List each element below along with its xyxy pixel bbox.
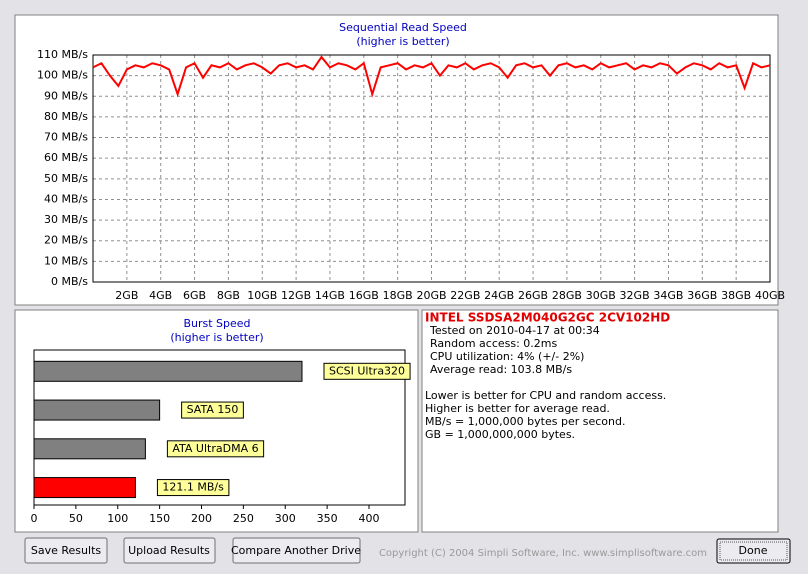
y-tick-label: 100 MB/s: [37, 69, 88, 82]
x-tick-label: 10GB: [247, 289, 277, 302]
x-tick-label: 30GB: [586, 289, 616, 302]
info-line: Average read: 103.8 MB/s: [430, 363, 572, 376]
info-panel: [421, 309, 779, 533]
x-tick-label: 38GB: [721, 289, 751, 302]
x-tick-label: 350: [317, 512, 338, 525]
x-tick-label: 6GB: [183, 289, 206, 302]
x-tick-label: 150: [149, 512, 170, 525]
x-tick-label: 28GB: [552, 289, 582, 302]
upload-button[interactable]: Upload Results: [123, 537, 216, 564]
note-line: Lower is better for CPU and random acces…: [425, 389, 666, 402]
x-tick-label: 20GB: [416, 289, 446, 302]
done-button[interactable]: Done: [716, 538, 791, 564]
y-tick-label: 80 MB/s: [44, 110, 88, 123]
x-tick-label: 400: [358, 512, 379, 525]
chart-title: Sequential Read Speed: [339, 21, 467, 34]
bar: [33, 399, 161, 421]
button-label: Upload Results: [128, 544, 210, 557]
y-tick-label: 20 MB/s: [44, 234, 88, 247]
x-tick-label: 50: [69, 512, 83, 525]
x-tick-label: 0: [31, 512, 38, 525]
y-tick-label: 60 MB/s: [44, 151, 88, 164]
x-tick-label: 36GB: [687, 289, 717, 302]
x-tick-label: 2GB: [115, 289, 138, 302]
x-tick-label: 18GB: [383, 289, 413, 302]
copyright: Copyright (C) 2004 Simpli Software, Inc.…: [379, 548, 707, 559]
label-box: [156, 479, 230, 497]
x-tick-label: 16GB: [349, 289, 379, 302]
x-tick-label: 24GB: [484, 289, 514, 302]
x-tick-label: 40GB: [755, 289, 785, 302]
compare-button[interactable]: Compare Another Drive: [231, 537, 361, 564]
y-tick-label: 30 MB/s: [44, 213, 88, 226]
y-tick-label: 110 MB/s: [37, 48, 88, 61]
note-line: GB = 1,000,000,000 bytes.: [425, 428, 575, 441]
x-tick-label: 14GB: [315, 289, 345, 302]
chart-title: Burst Speed: [183, 317, 250, 330]
button-label: Save Results: [31, 544, 101, 557]
label-box: [181, 401, 244, 419]
chart-subtitle: (higher is better): [356, 35, 449, 48]
bar-label: SCSI Ultra320: [329, 364, 405, 377]
info-line: Tested on 2010-04-17 at 00:34: [429, 324, 600, 337]
info-line: CPU utilization: 4% (+/- 2%): [430, 350, 584, 363]
x-tick-label: 250: [233, 512, 254, 525]
drive-name: INTEL SSDSA2M040G2GC 2CV102HD: [425, 311, 670, 325]
y-tick-label: 70 MB/s: [44, 131, 88, 144]
x-tick-label: 300: [275, 512, 296, 525]
label-box: [323, 362, 411, 380]
button-label: Compare Another Drive: [231, 544, 361, 557]
bar: [33, 477, 136, 499]
y-tick-label: 40 MB/s: [44, 192, 88, 205]
bar-label: 121.1 MB/s: [162, 481, 224, 494]
y-tick-label: 50 MB/s: [44, 172, 88, 185]
info-line: Random access: 0.2ms: [430, 337, 558, 350]
x-tick-label: 4GB: [149, 289, 172, 302]
label-box: [166, 440, 265, 458]
x-tick-label: 12GB: [281, 289, 311, 302]
x-tick-label: 34GB: [653, 289, 683, 302]
note-line: MB/s = 1,000,000 bytes per second.: [425, 415, 625, 428]
x-tick-label: 32GB: [620, 289, 650, 302]
bar: [33, 438, 146, 460]
plot-frame: [33, 349, 406, 506]
note-line: Higher is better for average read.: [425, 402, 610, 415]
bar-label: SATA 150: [187, 403, 239, 416]
y-tick-label: 90 MB/s: [44, 89, 88, 102]
data-line: [92, 55, 771, 98]
x-tick-label: 26GB: [518, 289, 548, 302]
save-button[interactable]: Save Results: [24, 537, 108, 564]
bar: [33, 360, 303, 382]
x-tick-label: 100: [107, 512, 128, 525]
chart-subtitle: (higher is better): [170, 331, 263, 344]
x-tick-label: 200: [191, 512, 212, 525]
bar-label: ATA UltraDMA 6: [172, 442, 258, 455]
plot-frame: [92, 54, 771, 283]
x-tick-label: 8GB: [217, 289, 240, 302]
y-tick-label: 0 MB/s: [51, 275, 88, 288]
y-tick-label: 10 MB/s: [44, 254, 88, 267]
x-tick-label: 22GB: [450, 289, 480, 302]
button-label: Done: [739, 544, 768, 557]
